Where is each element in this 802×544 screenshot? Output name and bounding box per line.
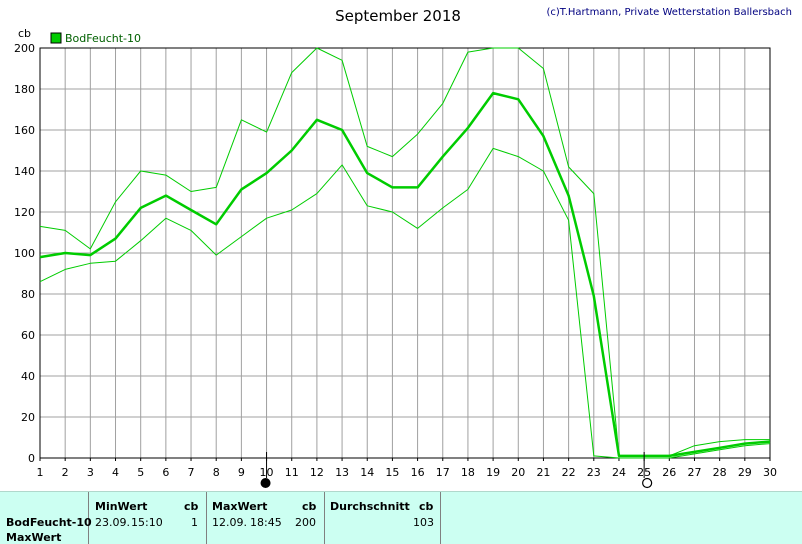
x-tick-label: 26 bbox=[662, 466, 676, 479]
max-time: 18:45 bbox=[250, 516, 282, 529]
chart-title: September 2018 bbox=[335, 7, 461, 25]
x-axis-ticks: 1 2 3 4 5 6 7 8 9 10 11 12 13 14 15 16 17 18 19 20 21 22 23 24 2… bbox=[37, 458, 777, 479]
min-value: 1 bbox=[191, 516, 198, 529]
min-time: 15:10 bbox=[131, 516, 163, 529]
min-day-marker bbox=[642, 477, 653, 489]
row-label: BodFeucht-10 bbox=[6, 516, 92, 529]
x-tick-label: 15 bbox=[385, 466, 399, 479]
series-lines bbox=[39, 47, 771, 459]
max-date: 12.09. bbox=[212, 516, 247, 529]
y-tick-label: 60 bbox=[21, 329, 35, 342]
x-tick-label: 18 bbox=[461, 466, 475, 479]
separator bbox=[88, 492, 89, 544]
x-tick-label: 20 bbox=[511, 466, 525, 479]
min-header: MinWert bbox=[95, 500, 148, 513]
x-tick-label: 8 bbox=[213, 466, 220, 479]
series-line-mean bbox=[39, 91, 771, 458]
y-tick-label: 80 bbox=[21, 288, 35, 301]
avg-header: Durchschnitt bbox=[330, 500, 410, 513]
x-tick-label: 4 bbox=[112, 466, 119, 479]
x-tick-label: 16 bbox=[411, 466, 425, 479]
separator bbox=[440, 492, 441, 544]
x-tick-label: 7 bbox=[188, 466, 195, 479]
x-tick-label: 30 bbox=[763, 466, 777, 479]
avg-value: 103 bbox=[413, 516, 434, 529]
x-tick-label: 23 bbox=[587, 466, 601, 479]
copyright-text: (c)T.Hartmann, Private Wetterstation Bal… bbox=[546, 7, 792, 18]
x-tick-label: 22 bbox=[562, 466, 576, 479]
series-line-min bbox=[39, 147, 771, 459]
max-day-marker bbox=[260, 478, 271, 488]
y-axis-unit: cb bbox=[18, 27, 31, 40]
min-unit: cb bbox=[184, 500, 199, 513]
x-tick-label: 2 bbox=[62, 466, 69, 479]
separator bbox=[206, 492, 207, 544]
x-tick-label: 6 bbox=[162, 466, 169, 479]
max-header: MaxWert bbox=[212, 500, 268, 513]
max-unit: cb bbox=[302, 500, 317, 513]
x-tick-label: 9 bbox=[238, 466, 245, 479]
y-tick-label: 40 bbox=[21, 370, 35, 383]
y-tick-label: 0 bbox=[28, 452, 35, 465]
y-tick-label: 140 bbox=[14, 165, 35, 178]
x-tick-label: 13 bbox=[335, 466, 349, 479]
legend-label: BodFeucht-10 bbox=[65, 32, 141, 45]
legend: BodFeucht-10 bbox=[50, 32, 141, 45]
x-tick-label: 19 bbox=[486, 466, 500, 479]
x-tick-label: 5 bbox=[137, 466, 144, 479]
y-tick-label: 120 bbox=[14, 206, 35, 219]
x-tick-label: 29 bbox=[738, 466, 752, 479]
grid bbox=[39, 47, 771, 459]
x-tick-label: 28 bbox=[713, 466, 727, 479]
stats-panel: MinWert cb MaxWert cb Durchschnitt cb Bo… bbox=[0, 491, 802, 544]
legend-swatch bbox=[50, 32, 62, 44]
y-tick-label: 180 bbox=[14, 83, 35, 96]
y-tick-label: 100 bbox=[14, 247, 35, 260]
x-tick-label: 1 bbox=[37, 466, 44, 479]
x-tick-label: 11 bbox=[285, 466, 299, 479]
y-tick-label: 200 bbox=[14, 42, 35, 55]
series-line-max bbox=[39, 47, 770, 457]
separator bbox=[324, 492, 325, 544]
x-tick-label: 14 bbox=[360, 466, 374, 479]
x-tick-label: 17 bbox=[436, 466, 450, 479]
chart: September 2018 (c)T.Hartmann, Private We… bbox=[14, 7, 792, 489]
x-tick-label: 21 bbox=[536, 466, 550, 479]
x-tick-label: 27 bbox=[687, 466, 701, 479]
max-value: 200 bbox=[295, 516, 316, 529]
plot-frame bbox=[39, 47, 771, 459]
x-tick-label: 3 bbox=[87, 466, 94, 479]
x-tick-label: 12 bbox=[310, 466, 324, 479]
row-label-2: MaxWert bbox=[6, 531, 62, 544]
y-tick-label: 160 bbox=[14, 124, 35, 137]
min-date: 23.09. bbox=[95, 516, 130, 529]
y-tick-label: 20 bbox=[21, 411, 35, 424]
avg-unit: cb bbox=[419, 500, 434, 513]
x-tick-label: 24 bbox=[612, 466, 626, 479]
y-axis-ticks: 0 20 40 60 80 100 120 140 160 180 200 bbox=[14, 42, 35, 465]
day-markers bbox=[260, 452, 653, 489]
